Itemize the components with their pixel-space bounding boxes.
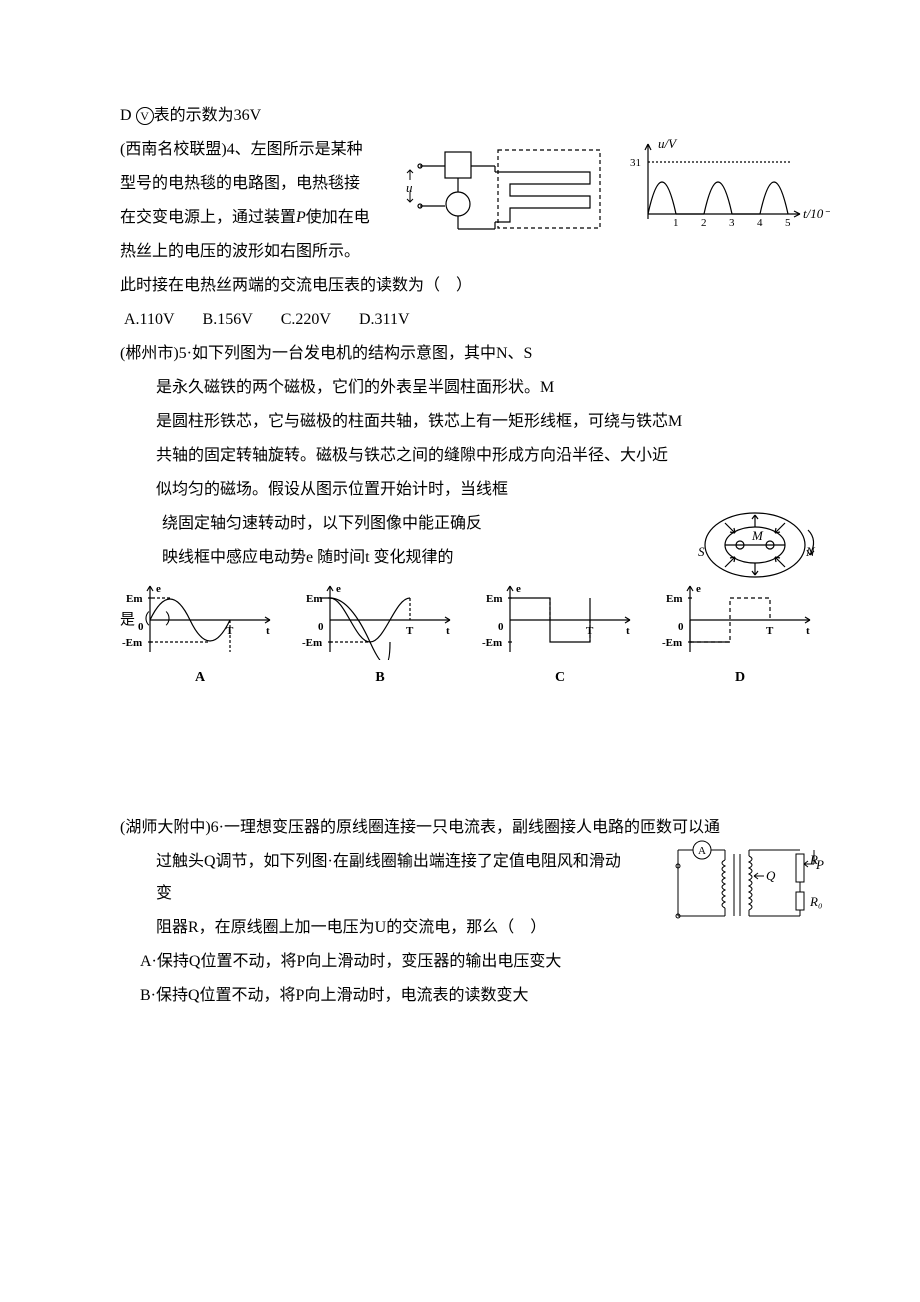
tap-Q: Q <box>766 868 776 883</box>
emf-label-a: A <box>120 664 280 692</box>
question-4: (西南名校联盟)4、左图所示是某种 型号的电热毯的电路图，电热毯接 在交变电源上… <box>120 134 810 336</box>
dv-pre: D <box>120 107 136 124</box>
q4-intro-1: (西南名校联盟)4、左图所示是某种 <box>120 134 395 166</box>
q4-opt-b: B.156V <box>203 311 253 328</box>
svg-text:-Em: -Em <box>302 637 322 649</box>
voltmeter-circled-icon: V <box>136 107 154 125</box>
svg-text:t: t <box>626 625 630 637</box>
svg-text:2: 2 <box>701 217 707 229</box>
svg-text:e: e <box>156 583 161 595</box>
q4-ylabel: u/V <box>658 136 678 151</box>
svg-text:4: 4 <box>757 217 763 229</box>
q5-l2: 是圆柱形铁芯，它与磁极的柱面共轴，铁芯上有一矩形线框，可绕与铁芯M <box>120 406 810 438</box>
q6-transformer-diagram: A Q P R R₀ <box>670 834 840 934</box>
q4-waveform-chart: u/V 31 t/10⁻²s 1 2 3 4 5 <box>620 134 830 244</box>
svg-text:-Em: -Em <box>482 637 502 649</box>
q5-l3: 共轴的固定转轴旋转。磁极与铁芯之间的缝隙中形成方向沿半径、大小近 <box>120 440 810 472</box>
svg-text:5: 5 <box>785 217 791 229</box>
gen-N: N <box>805 544 816 559</box>
dv-post: 表的示数为36V <box>154 107 262 124</box>
question-5: (郴州市)5·如下列图为一台发电机的结构示意图，其中N、S 是永久磁铁的两个磁极… <box>120 338 810 692</box>
svg-text:3: 3 <box>729 217 735 229</box>
emf-chart-a: e Em 0 -Em T t 是（ ） A <box>120 580 280 692</box>
q5-generator-diagram: S N M <box>680 500 830 590</box>
svg-text:t: t <box>446 625 450 637</box>
emf-label-b: B <box>300 664 460 692</box>
q4-intro-3: 在交变电源上，通过装置P使加在电 <box>120 202 395 234</box>
svg-text:T: T <box>226 625 234 637</box>
svg-text:Em: Em <box>306 593 323 605</box>
q5-l1: 是永久磁铁的两个磁极，它们的外表呈半圆柱面形状。M <box>120 372 810 404</box>
svg-text:1: 1 <box>673 217 679 229</box>
svg-text:t: t <box>266 625 270 637</box>
q6-l2: 阻器R，在原线圈上加一电压为U的交流电，那么（ ） <box>120 912 630 944</box>
emf-label-d: D <box>660 664 820 692</box>
q6-l1: 过触头Q调节，如下列图·在副线圈输出端连接了定值电阻风和滑动变 <box>120 846 630 910</box>
q6-opt-b: B·保持Q位置不动，将P向上滑动时，电流表的读数变大 <box>120 980 810 1012</box>
q6-opt-a: A·保持Q位置不动，将P向上滑动时，变压器的输出电压变大 <box>120 946 810 978</box>
svg-text:Em: Em <box>666 593 683 605</box>
q4-options: A.110V B.156V C.220V D.311V <box>120 304 810 336</box>
gen-S: S <box>698 544 705 559</box>
q5-emf-charts: e Em 0 -Em T t 是（ ） A <box>120 580 820 692</box>
q4-intro-2: 型号的电热毯的电路图，电热毯接 <box>120 168 395 200</box>
svg-text:Em: Em <box>126 593 143 605</box>
q4-opt-c: C.220V <box>281 311 331 328</box>
q5-prefix: (郴州市)5·如下列图为一台发电机的结构示意图，其中N、S <box>120 338 810 370</box>
svg-text:T: T <box>406 625 414 637</box>
svg-text:e: e <box>516 583 521 595</box>
svg-text:T: T <box>586 625 594 637</box>
svg-text:0: 0 <box>678 621 684 633</box>
q4-question: 此时接在电热丝两端的交流电压表的读数为（ ） <box>120 270 810 302</box>
gen-M: M <box>751 528 764 543</box>
q4-opt-a: A.110V <box>124 311 175 328</box>
question-6: (湖师大附中)6·一理想变压器的原线圈连接一只电流表，副线圈接人电路的匝数可以通… <box>120 812 810 1012</box>
svg-text:0: 0 <box>498 621 504 633</box>
emf-chart-d: e Em 0 -Em T t D <box>660 580 820 692</box>
q4-intro-4: 热丝上的电压的波形如右图所示。 <box>120 236 395 268</box>
q4-opt-d: D.311V <box>359 311 410 328</box>
q4-figures: u u/V 31 t/10⁻²s <box>400 134 830 254</box>
emf-chart-c: e Em 0 -Em T t C <box>480 580 640 692</box>
ammeter-label: A <box>698 845 706 857</box>
q4-ypeak: 31 <box>630 157 641 169</box>
line-d-circled-v: D V表的示数为36V <box>120 100 810 132</box>
svg-text:-Em: -Em <box>662 637 682 649</box>
q4-circuit-diagram: u <box>400 134 620 244</box>
emf-chart-b: e Em 0 -Em T t B <box>300 580 460 692</box>
resistor-R0: R₀ <box>809 894 822 909</box>
svg-text:t: t <box>806 625 810 637</box>
svg-text:e: e <box>336 583 341 595</box>
q4-xlabel: t/10⁻²s <box>803 206 830 221</box>
svg-text:0: 0 <box>318 621 324 633</box>
emf-label-c: C <box>480 664 640 692</box>
q5-tail: 是（ ） <box>120 611 180 628</box>
svg-text:Em: Em <box>486 593 503 605</box>
resistor-R: R <box>809 852 818 867</box>
svg-text:T: T <box>766 625 774 637</box>
svg-text:-Em: -Em <box>122 637 142 649</box>
